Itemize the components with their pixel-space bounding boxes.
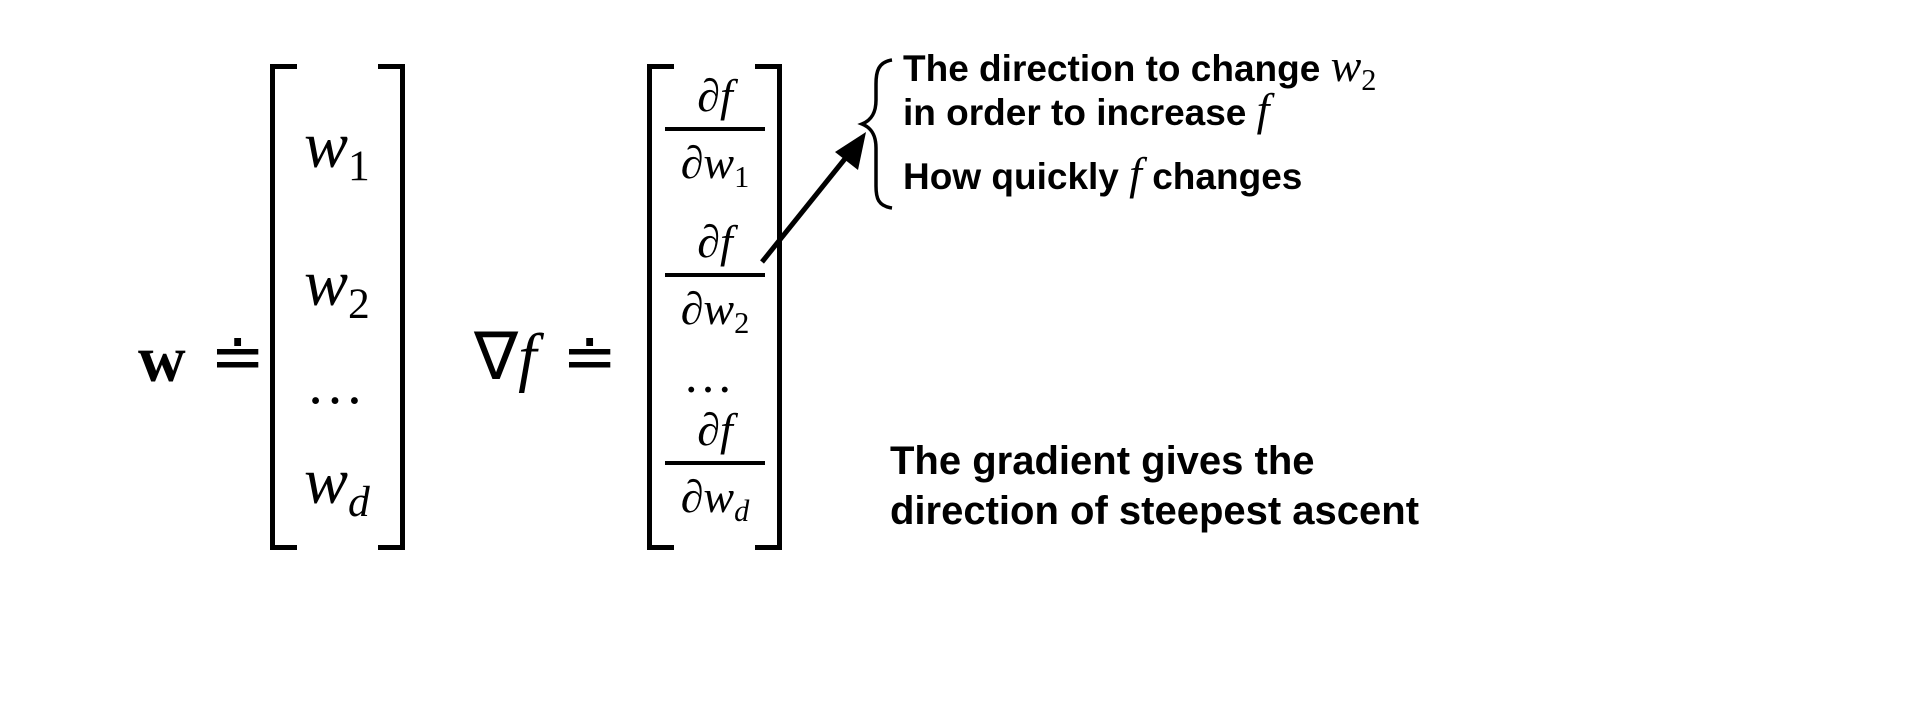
def-equal-symbol-2: ≐ [562, 321, 618, 394]
annotation-line-1: The direction to change w2 [903, 40, 1377, 98]
caption-line-2: direction of steepest ascent [890, 489, 1420, 533]
partial-entry-1: ∂f ∂w1 [655, 70, 775, 203]
annotation-arrow-head [835, 132, 866, 170]
w-entry-d: wd [304, 445, 370, 527]
vector-w-symbol: w [138, 323, 186, 396]
function-f: f [518, 321, 537, 394]
gradient-left-bracket [647, 64, 674, 550]
w-vector-left-bracket [270, 64, 297, 550]
caption-line-1: The gradient gives the [890, 439, 1315, 483]
partial-entry-2: ∂f ∂w2 [655, 216, 775, 349]
def-equal-symbol-1: ≐ [210, 321, 266, 394]
w-entry-1: w1 [304, 109, 370, 191]
partial-ellipsis: … [683, 347, 733, 403]
nabla-symbol: ∇ [474, 321, 519, 394]
gradient-symbol: ∇f [474, 318, 537, 396]
annotation-curly-brace [857, 58, 893, 210]
partial-entry-d: ∂f ∂wd [655, 404, 775, 537]
gradient-right-bracket [755, 64, 782, 550]
w-vector-right-bracket [378, 64, 405, 550]
w-ellipsis: … [306, 351, 364, 416]
annotation-arrow-shaft [760, 148, 854, 264]
w-entry-2: w2 [304, 247, 370, 329]
annotation-line-3: How quickly f changes [903, 148, 1303, 199]
annotation-line-2: in order to increase f [903, 84, 1270, 135]
caption: The gradient gives the direction of stee… [890, 436, 1419, 536]
